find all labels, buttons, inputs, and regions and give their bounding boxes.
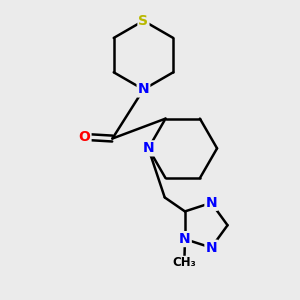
Text: N: N (206, 241, 217, 255)
Text: N: N (206, 196, 217, 210)
Text: CH₃: CH₃ (172, 256, 196, 269)
Text: N: N (142, 141, 154, 155)
Text: O: O (79, 130, 91, 144)
Text: S: S (139, 14, 148, 28)
Text: N: N (138, 82, 149, 97)
Text: N: N (179, 232, 191, 246)
